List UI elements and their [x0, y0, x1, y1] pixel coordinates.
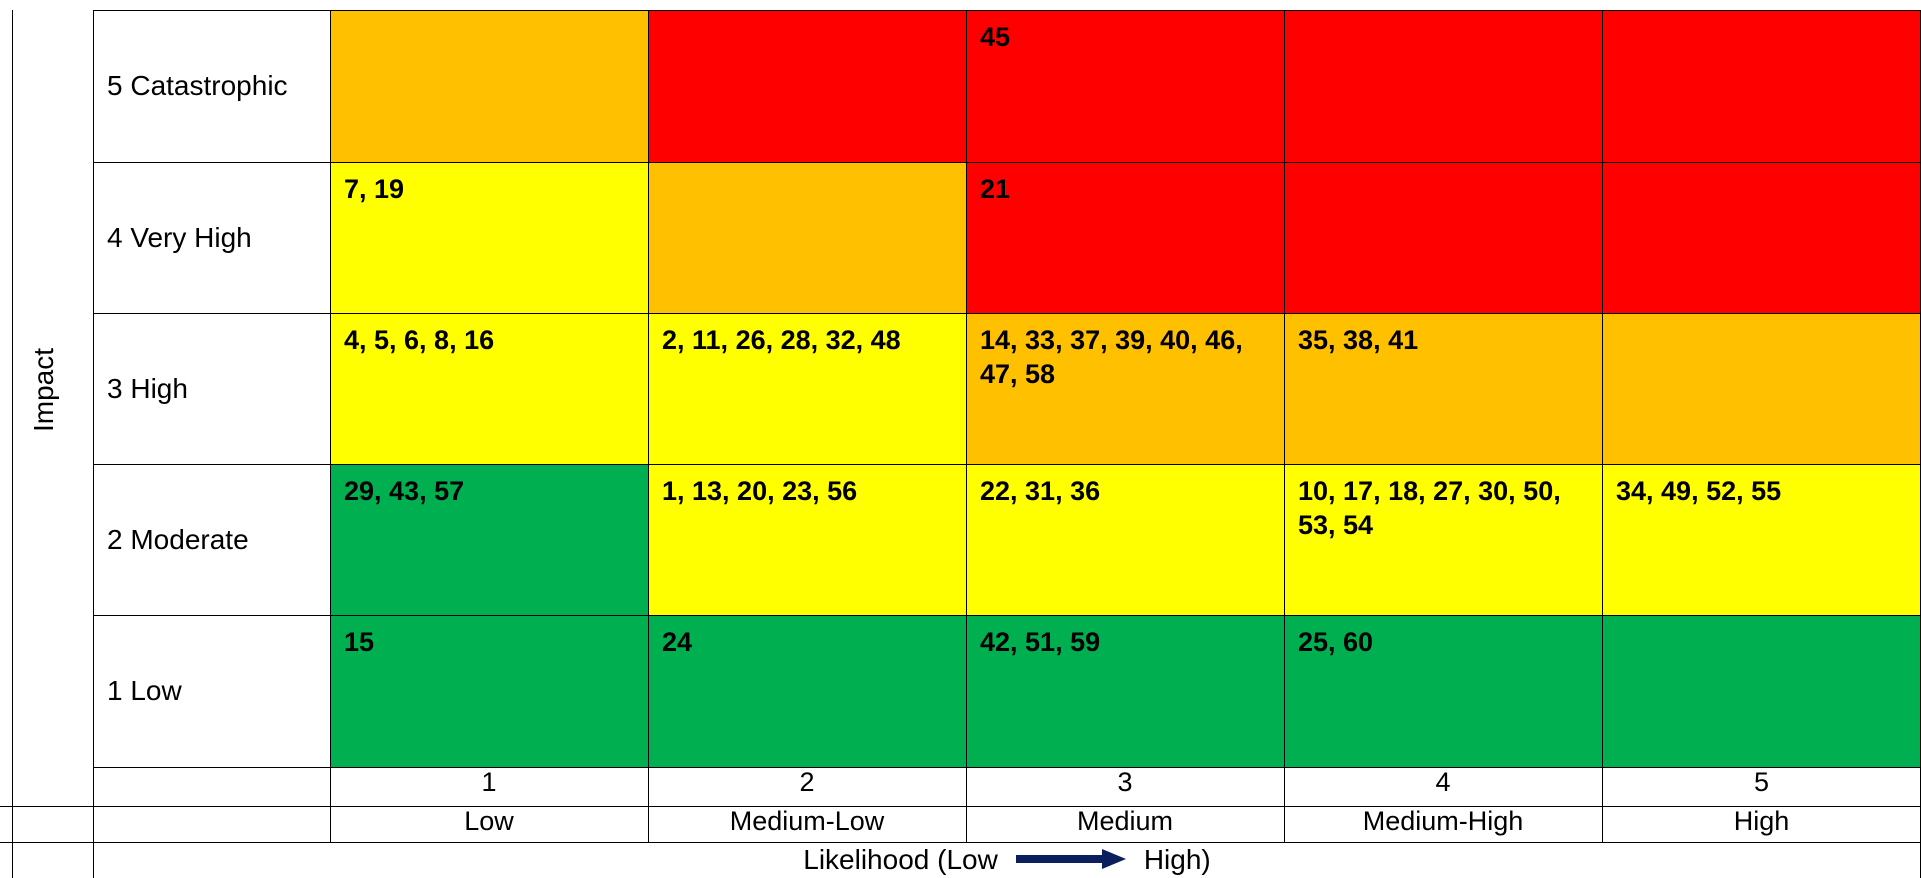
risk-cell-impact-5-likelihood-5 — [1602, 10, 1921, 162]
risk-cell-impact-4-likelihood-4 — [1284, 162, 1602, 313]
risk-cell-impact-4-likelihood-2 — [648, 162, 966, 313]
grid-line-column — [1602, 10, 1603, 842]
grid-line-column — [1284, 10, 1285, 842]
grid-line-column — [12, 10, 13, 878]
right-arrow-icon — [1015, 844, 1126, 876]
impact-label-2-moderate: 2 Moderate — [93, 464, 330, 615]
risk-cell-impact-3-likelihood-3: 14, 33, 37, 39, 40, 46, 47, 58 — [966, 313, 1284, 464]
likelihood-number-3: 3 — [966, 767, 1284, 806]
likelihood-category-low: Low — [330, 806, 648, 842]
risk-cell-impact-1-likelihood-2: 24 — [648, 615, 966, 767]
risk-cell-impact-2-likelihood-3: 22, 31, 36 — [966, 464, 1284, 615]
risk-cell-impact-1-likelihood-4: 25, 60 — [1284, 615, 1602, 767]
risk-cell-impact-4-likelihood-5 — [1602, 162, 1921, 313]
impact-label-4-very-high: 4 Very High — [93, 162, 330, 313]
grid-line-row — [93, 767, 1921, 768]
likelihood-number-1: 1 — [330, 767, 648, 806]
risk-cell-impact-5-likelihood-3: 45 — [966, 10, 1284, 162]
likelihood-number-2: 2 — [648, 767, 966, 806]
likelihood-category-medium-low: Medium-Low — [648, 806, 966, 842]
risk-cell-impact-3-likelihood-2: 2, 11, 26, 28, 32, 48 — [648, 313, 966, 464]
grid-line-row — [93, 615, 1921, 616]
risk-cell-impact-4-likelihood-3: 21 — [966, 162, 1284, 313]
likelihood-title-end: High) — [1143, 844, 1211, 875]
likelihood-axis-title: Likelihood (Low High) — [93, 842, 1921, 878]
risk-cell-impact-5-likelihood-4 — [1284, 10, 1602, 162]
likelihood-title-start: Likelihood (Low — [803, 844, 998, 875]
likelihood-category-medium: Medium — [966, 806, 1284, 842]
likelihood-number-4: 4 — [1284, 767, 1602, 806]
risk-cell-impact-5-likelihood-2 — [648, 10, 966, 162]
risk-cell-impact-2-likelihood-4: 10, 17, 18, 27, 30, 50, 53, 54 — [1284, 464, 1602, 615]
risk-cell-impact-5-likelihood-1 — [330, 10, 648, 162]
risk-cell-impact-3-likelihood-4: 35, 38, 41 — [1284, 313, 1602, 464]
risk-cell-impact-3-likelihood-1: 4, 5, 6, 8, 16 — [330, 313, 648, 464]
risk-cell-impact-4-likelihood-1: 7, 19 — [330, 162, 648, 313]
impact-label-5-catastrophic: 5 Catastrophic — [93, 10, 330, 162]
impact-label-1-low: 1 Low — [93, 615, 330, 767]
risk-cell-impact-2-likelihood-1: 29, 43, 57 — [330, 464, 648, 615]
risk-cell-impact-2-likelihood-2: 1, 13, 20, 23, 56 — [648, 464, 966, 615]
grid-line-top — [93, 10, 1921, 11]
impact-label-3-high: 3 High — [93, 313, 330, 464]
grid-line-row — [0, 842, 1921, 843]
risk-cell-impact-3-likelihood-5 — [1602, 313, 1921, 464]
likelihood-category-medium-high: Medium-High — [1284, 806, 1602, 842]
grid-line-column — [648, 10, 649, 842]
risk-cell-impact-1-likelihood-5 — [1602, 615, 1921, 767]
risk-cell-impact-1-likelihood-3: 42, 51, 59 — [966, 615, 1284, 767]
impact-axis-title: Impact — [28, 347, 59, 433]
risk-cell-impact-2-likelihood-5: 34, 49, 52, 55 — [1602, 464, 1921, 615]
grid-line-column — [966, 10, 967, 842]
grid-line-row — [93, 313, 1921, 314]
grid-line-row — [93, 162, 1921, 163]
likelihood-number-5: 5 — [1602, 767, 1921, 806]
likelihood-category-high: High — [1602, 806, 1921, 842]
grid-line-row — [0, 806, 1921, 807]
grid-line-column — [93, 10, 94, 878]
risk-cell-impact-1-likelihood-1: 15 — [330, 615, 648, 767]
grid-line-row — [93, 464, 1921, 465]
grid-line-column — [330, 10, 331, 842]
